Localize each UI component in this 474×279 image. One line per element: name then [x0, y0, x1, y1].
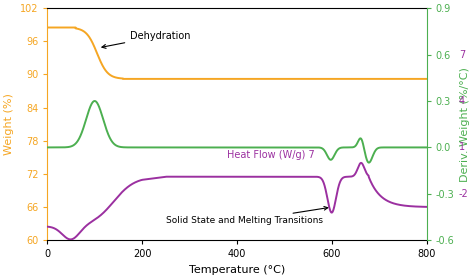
Text: Dehydration: Dehydration: [102, 31, 191, 48]
X-axis label: Temperature (°C): Temperature (°C): [189, 265, 285, 275]
Text: Solid State and Melting Transitions: Solid State and Melting Transitions: [166, 206, 328, 225]
Text: 1: 1: [459, 142, 465, 152]
Y-axis label: Weight (%): Weight (%): [4, 93, 14, 155]
Text: Heat Flow (W/g) 7: Heat Flow (W/g) 7: [228, 150, 315, 160]
Text: 7: 7: [459, 50, 465, 60]
Y-axis label: Deriv. Weight (%/°C): Deriv. Weight (%/°C): [460, 67, 470, 182]
Text: 4: 4: [459, 96, 465, 106]
Text: -2: -2: [459, 189, 468, 199]
